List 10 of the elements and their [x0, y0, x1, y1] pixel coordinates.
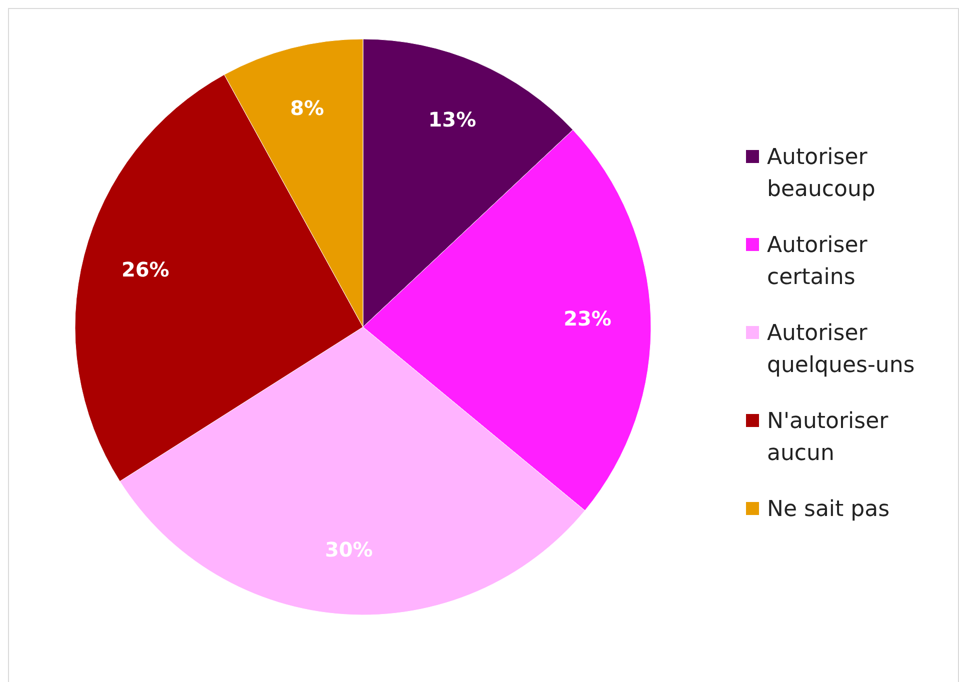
legend-label: N'autoriser aucun: [767, 409, 890, 466]
data-label: 23%: [564, 306, 612, 330]
legend-label: Autoriser beaucoup: [767, 145, 876, 202]
data-label: 30%: [324, 538, 373, 562]
legend-label: Autoriser certains: [767, 233, 868, 290]
legend-label: Ne sait pas: [767, 497, 890, 522]
data-label: 13%: [428, 107, 476, 132]
data-label: 26%: [121, 258, 170, 282]
legend-label: Autoriser quelques-uns: [767, 321, 915, 378]
data-label: 8%: [290, 96, 324, 120]
